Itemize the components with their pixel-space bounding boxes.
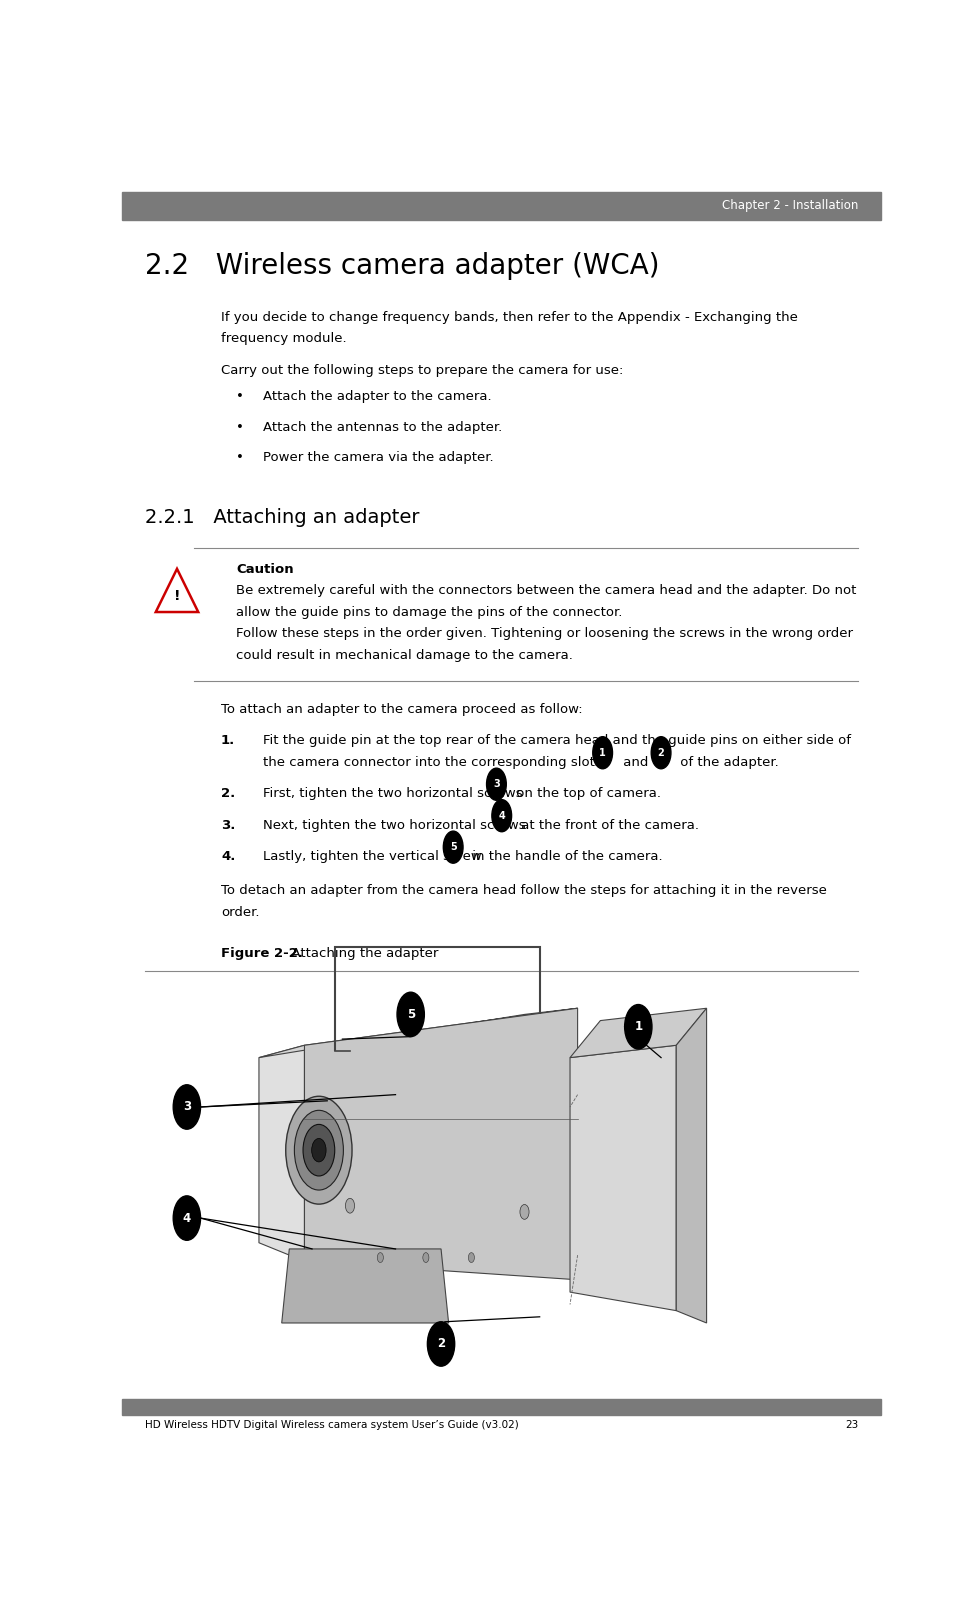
Circle shape	[294, 1111, 343, 1189]
Bar	[122, 192, 880, 220]
Text: Figure 2-2.: Figure 2-2.	[221, 947, 303, 960]
Text: Next, tighten the two horizontal screws: Next, tighten the two horizontal screws	[262, 819, 525, 832]
Text: 5: 5	[406, 1008, 415, 1021]
Text: To detach an adapter from the camera head follow the steps for attaching it in t: To detach an adapter from the camera hea…	[221, 885, 826, 898]
Circle shape	[345, 1199, 354, 1213]
Circle shape	[491, 800, 511, 832]
Polygon shape	[676, 1008, 706, 1322]
Text: 4: 4	[183, 1212, 191, 1225]
Text: HD Wireless HDTV Digital Wireless camera system User’s Guide (v3.02): HD Wireless HDTV Digital Wireless camera…	[145, 1420, 518, 1430]
Circle shape	[592, 737, 612, 769]
Text: 5: 5	[449, 842, 456, 853]
Text: Power the camera via the adapter.: Power the camera via the adapter.	[262, 450, 493, 463]
Polygon shape	[258, 1008, 577, 1058]
Circle shape	[173, 1085, 200, 1129]
Text: Lastly, tighten the vertical screw: Lastly, tighten the vertical screw	[262, 850, 481, 864]
Circle shape	[397, 992, 423, 1037]
Text: 1: 1	[599, 747, 605, 758]
Text: 3: 3	[493, 779, 500, 789]
Circle shape	[650, 737, 670, 769]
Text: the camera connector into the corresponding slots: the camera connector into the correspond…	[262, 757, 600, 769]
Text: Attach the adapter to the camera.: Attach the adapter to the camera.	[262, 391, 491, 404]
Text: in the handle of the camera.: in the handle of the camera.	[467, 850, 662, 864]
Polygon shape	[282, 1249, 448, 1322]
Text: 3.: 3.	[221, 819, 235, 832]
Bar	[122, 1399, 880, 1415]
Text: Carry out the following steps to prepare the camera for use:: Carry out the following steps to prepare…	[221, 364, 623, 377]
Text: To attach an adapter to the camera proceed as follow:: To attach an adapter to the camera proce…	[221, 702, 582, 717]
Text: 2: 2	[436, 1337, 445, 1350]
Circle shape	[519, 1204, 528, 1220]
Polygon shape	[569, 1045, 676, 1311]
Polygon shape	[569, 1008, 706, 1058]
Text: •: •	[236, 391, 244, 404]
Text: First, tighten the two horizontal screws: First, tighten the two horizontal screws	[262, 787, 522, 800]
Circle shape	[467, 1252, 474, 1263]
Text: 2: 2	[657, 747, 664, 758]
Text: Follow these steps in the order given. Tightening or loosening the screws in the: Follow these steps in the order given. T…	[236, 627, 852, 641]
Text: Attaching the adapter: Attaching the adapter	[283, 947, 438, 960]
Text: could result in mechanical damage to the camera.: could result in mechanical damage to the…	[236, 649, 572, 662]
Text: 1.: 1.	[221, 734, 235, 747]
Circle shape	[427, 1322, 454, 1366]
Text: Fit the guide pin at the top rear of the camera head and the guide pins on eithe: Fit the guide pin at the top rear of the…	[262, 734, 850, 747]
Polygon shape	[304, 1008, 577, 1279]
Text: 2.2.1   Attaching an adapter: 2.2.1 Attaching an adapter	[145, 508, 420, 527]
Circle shape	[422, 1252, 428, 1263]
Text: and: and	[619, 757, 648, 769]
Text: •: •	[236, 420, 244, 434]
Text: frequency module.: frequency module.	[221, 332, 346, 346]
Text: Be extremely careful with the connectors between the camera head and the adapter: Be extremely careful with the connectors…	[236, 583, 856, 598]
Polygon shape	[258, 1045, 304, 1262]
Text: •: •	[236, 450, 244, 463]
Circle shape	[377, 1252, 383, 1263]
Text: Chapter 2 - Installation: Chapter 2 - Installation	[721, 199, 858, 213]
Text: at the front of the camera.: at the front of the camera.	[516, 819, 698, 832]
Text: 1: 1	[634, 1020, 642, 1034]
Text: order.: order.	[221, 906, 259, 919]
Text: !: !	[173, 588, 180, 603]
Text: 2.2   Wireless camera adapter (WCA): 2.2 Wireless camera adapter (WCA)	[145, 252, 659, 279]
Text: If you decide to change frequency bands, then refer to the Appendix - Exchanging: If you decide to change frequency bands,…	[221, 311, 797, 324]
Text: 2.: 2.	[221, 787, 235, 800]
Text: Caution: Caution	[236, 563, 293, 575]
Circle shape	[286, 1096, 352, 1204]
Circle shape	[486, 768, 506, 800]
Circle shape	[303, 1124, 334, 1177]
Circle shape	[443, 830, 463, 862]
Text: Attach the antennas to the adapter.: Attach the antennas to the adapter.	[262, 420, 502, 434]
Text: 4.: 4.	[221, 850, 235, 864]
Text: 23: 23	[844, 1420, 858, 1430]
Circle shape	[311, 1138, 326, 1162]
Circle shape	[624, 1005, 651, 1048]
Text: 4: 4	[498, 811, 505, 821]
Text: of the adapter.: of the adapter.	[676, 757, 778, 769]
Text: on the top of camera.: on the top of camera.	[511, 787, 660, 800]
Text: allow the guide pins to damage the pins of the connector.: allow the guide pins to damage the pins …	[236, 606, 622, 619]
Circle shape	[173, 1196, 200, 1241]
Text: 3: 3	[183, 1101, 191, 1114]
